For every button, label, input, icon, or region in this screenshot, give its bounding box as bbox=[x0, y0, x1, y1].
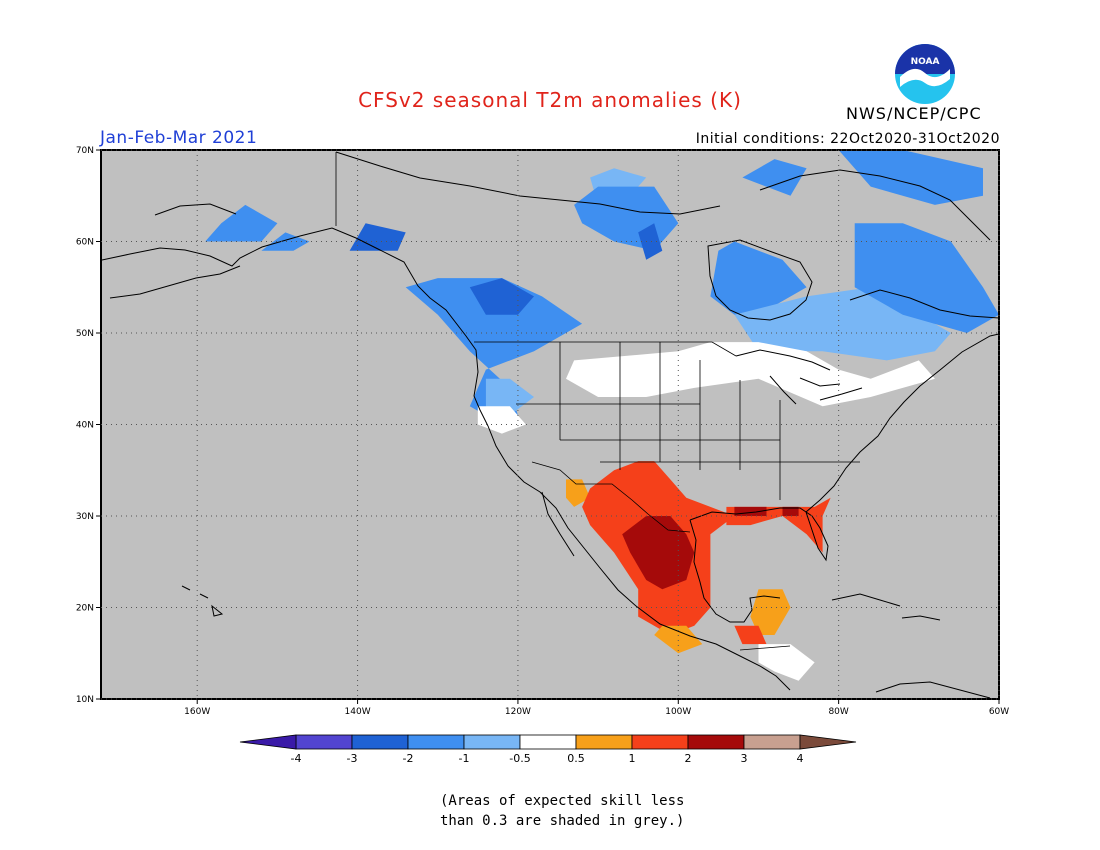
latitude-axis: 10N 20N 30N 40N 50N 60N 70N bbox=[76, 146, 101, 705]
anomaly-map: 160W 140W 120W 100W 80W 60W 10N 20N 30N 40N 50N 60… bbox=[76, 146, 1009, 765]
anomaly-northern-plains bbox=[566, 342, 935, 407]
anomaly-mexico-core bbox=[622, 516, 695, 590]
colorbar-label: 0.5 bbox=[567, 752, 585, 765]
lat-tick-label: 30N bbox=[76, 512, 94, 522]
colorbar-label: 2 bbox=[685, 752, 692, 765]
anomaly-arctic-islands bbox=[742, 159, 807, 196]
anomaly-baffin bbox=[838, 150, 983, 205]
colorbar-label: -0.5 bbox=[509, 752, 530, 765]
map-title: CFSv2 seasonal T2m anomalies (K) bbox=[358, 88, 742, 112]
colorbar-bin-p2p3 bbox=[687, 734, 745, 750]
colorbar-low-arrow bbox=[239, 734, 297, 750]
colorbar-label: -1 bbox=[459, 752, 470, 765]
coastlines bbox=[101, 151, 999, 699]
skill-note: (Areas of expected skill less than 0.3 a… bbox=[440, 791, 740, 831]
anomaly-labrador bbox=[854, 223, 999, 333]
lon-tick-label: 100W bbox=[665, 707, 691, 717]
anomaly-alaska-panhandle bbox=[349, 223, 406, 251]
colorbar-bin-p1p2 bbox=[631, 734, 689, 750]
colorbar: -4 -3 -2 -1 -0.5 0.5 1 2 3 4 bbox=[239, 734, 857, 765]
noaa-logo-text: NOAA bbox=[911, 57, 940, 67]
lat-tick-label: 50N bbox=[76, 329, 94, 339]
longitude-axis: 160W 140W 120W 100W 80W 60W bbox=[184, 699, 1009, 717]
colorbar-bin-p3p4 bbox=[743, 734, 801, 750]
lat-tick-label: 20N bbox=[76, 604, 94, 614]
lon-tick-label: 60W bbox=[989, 707, 1009, 717]
colorbar-label: 1 bbox=[629, 752, 636, 765]
colorbar-bin-m3m2 bbox=[351, 734, 409, 750]
noaa-logo: NOAA bbox=[895, 44, 955, 104]
lat-tick-label: 40N bbox=[76, 421, 94, 431]
colorbar-bin-p05p1 bbox=[575, 734, 633, 750]
anomaly-honduras bbox=[758, 644, 815, 681]
lon-tick-label: 140W bbox=[345, 707, 371, 717]
anomaly-mexico-south bbox=[654, 625, 703, 654]
colorbar-bin-m2m1 bbox=[407, 734, 465, 750]
colorbar-high-arrow bbox=[799, 734, 857, 750]
lat-tick-label: 10N bbox=[76, 695, 94, 705]
colorbar-bin-neutral bbox=[519, 734, 577, 750]
anomaly-alaska-west bbox=[205, 204, 278, 242]
colorbar-label: -2 bbox=[403, 752, 414, 765]
anomaly-nunavut-dark bbox=[638, 223, 663, 260]
colorbar-label: -3 bbox=[347, 752, 358, 765]
initial-conditions: Initial conditions: 22Oct2020-31Oct2020 bbox=[695, 131, 1000, 147]
colorbar-bin-m4m3 bbox=[295, 734, 353, 750]
colorbar-label: -4 bbox=[291, 752, 302, 765]
skill-note-line-1: (Areas of expected skill less bbox=[440, 793, 685, 809]
colorbar-bin-m1m05 bbox=[463, 734, 521, 750]
anomaly-shading bbox=[205, 150, 999, 681]
anomaly-hudson-bay bbox=[710, 241, 807, 315]
lat-tick-label: 70N bbox=[76, 146, 94, 156]
agency-label: NWS/NCEP/CPC bbox=[846, 104, 982, 123]
anomaly-georgia-coast bbox=[782, 506, 799, 516]
forecast-period: Jan-Feb-Mar 2021 bbox=[100, 128, 258, 148]
anomaly-pnw-white bbox=[477, 406, 526, 434]
lon-tick-label: 120W bbox=[505, 707, 531, 717]
political-borders bbox=[335, 152, 860, 651]
lon-tick-label: 160W bbox=[184, 707, 210, 717]
colorbar-label: 3 bbox=[741, 752, 748, 765]
anomaly-yucatan bbox=[750, 589, 791, 635]
anomaly-central-america bbox=[734, 625, 767, 645]
colorbar-label: 4 bbox=[797, 752, 804, 765]
lon-tick-label: 80W bbox=[828, 707, 848, 717]
anomaly-arizona bbox=[566, 479, 591, 507]
skill-note-line-2: than 0.3 are shaded in grey.) bbox=[440, 813, 685, 829]
lat-tick-label: 60N bbox=[76, 238, 94, 248]
anomaly-pnw-fringe bbox=[485, 378, 534, 416]
